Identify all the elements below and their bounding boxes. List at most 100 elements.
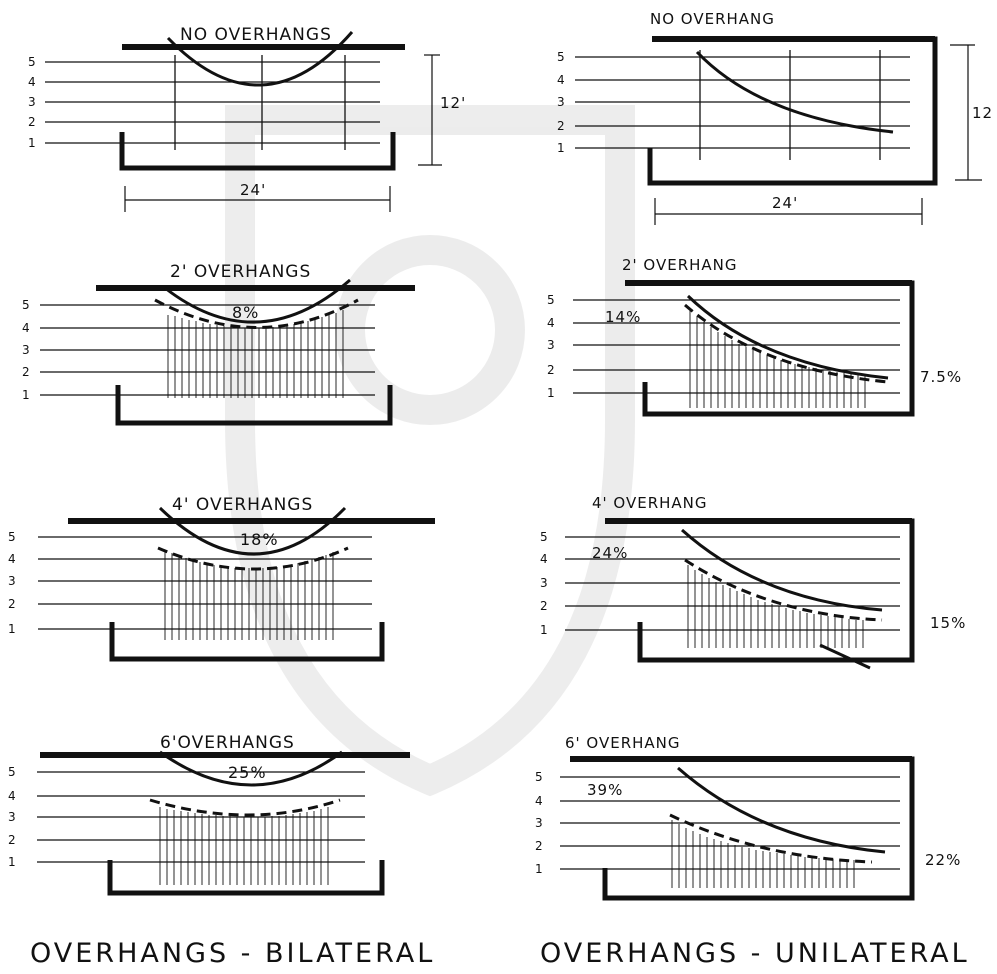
svg-text:4: 4 — [22, 321, 31, 335]
svg-text:4: 4 — [8, 552, 17, 566]
svg-text:1: 1 — [540, 623, 549, 637]
unilateral-panel-4ft: 4' OVERHANG 5 4 3 2 1 24% 15% — [540, 494, 966, 670]
svg-text:2: 2 — [557, 119, 566, 133]
shaded-arc — [684, 558, 883, 622]
unilateral-title-none: NO OVERHANG — [650, 10, 775, 28]
svg-text:4: 4 — [8, 789, 17, 803]
sun-arc — [159, 750, 343, 787]
svg-text:4: 4 — [540, 552, 549, 566]
sun-arc — [686, 294, 889, 380]
height-dimension — [950, 44, 982, 181]
bilateral-title-none: NO OVERHANGS — [180, 25, 332, 45]
svg-text:2: 2 — [535, 839, 544, 853]
svg-text:3: 3 — [28, 95, 37, 109]
unilateral-inner-percent-2ft: 14% — [605, 308, 641, 326]
shaded-arc — [154, 298, 359, 329]
bilateral-title-6ft: 6'OVERHANGS — [160, 733, 295, 753]
bilateral-panel-6ft: 6'OVERHANGS 5 4 3 2 1 25% — [8, 733, 410, 896]
sun-arc — [695, 50, 894, 134]
svg-text:1: 1 — [535, 862, 544, 876]
unilateral-panel-2ft: 2' OVERHANG 5 4 3 2 1 14% 7.5% — [547, 256, 962, 417]
svg-text:2: 2 — [22, 365, 31, 379]
unilateral-side-percent-4ft: 15% — [930, 614, 966, 632]
bilateral-title-2ft: 2' OVERHANGS — [170, 262, 311, 282]
svg-text:5: 5 — [540, 530, 549, 544]
ground-slope-line — [819, 643, 871, 670]
bilateral-title-4ft: 4' OVERHANGS — [172, 495, 313, 515]
shaded-arc — [669, 813, 873, 864]
caption-unilateral: OVERHANGS - UNILATERAL — [540, 938, 970, 969]
svg-text:4: 4 — [547, 316, 556, 330]
svg-text:1: 1 — [28, 136, 37, 150]
unilateral-inner-percent-6ft: 39% — [587, 781, 623, 799]
width-dimension — [654, 198, 923, 225]
shading-hatch — [159, 807, 329, 885]
floor-section — [119, 132, 396, 171]
level-labels: 5 4 3 2 1 — [540, 530, 549, 637]
shading-hatch — [689, 310, 866, 408]
floor-section — [109, 622, 385, 662]
unilateral-side-percent-2ft: 7.5% — [920, 368, 962, 386]
svg-text:1: 1 — [8, 855, 17, 869]
shading-hatch — [671, 820, 855, 888]
sun-arc — [677, 766, 886, 854]
level-labels: 5 4 3 2 1 — [535, 770, 544, 876]
svg-text:3: 3 — [8, 810, 17, 824]
svg-text:5: 5 — [8, 765, 17, 779]
level-lines — [573, 299, 900, 394]
svg-text:4: 4 — [535, 794, 544, 808]
level-lines — [45, 55, 380, 150]
width-dimension — [124, 186, 391, 212]
unilateral-panel-none: NO OVERHANG 5 4 3 2 1 12 — [557, 10, 992, 225]
room-outline — [570, 756, 915, 901]
bilateral-percent-6ft: 25% — [228, 763, 267, 782]
svg-text:3: 3 — [8, 574, 17, 588]
unilateral-title-4ft: 4' OVERHANG — [592, 494, 708, 512]
sun-arc — [166, 31, 354, 87]
level-labels: 5 4 3 2 1 — [8, 765, 17, 869]
width-label: 24' — [240, 181, 266, 199]
unilateral-title-2ft: 2' OVERHANG — [622, 256, 738, 274]
svg-text:1: 1 — [8, 622, 17, 636]
level-labels: 5 4 3 2 1 — [28, 55, 37, 150]
height-dimension — [418, 54, 442, 166]
level-lines — [37, 771, 365, 863]
caption-bilateral: OVERHANGS - BILATERAL — [30, 938, 435, 969]
level-lines — [575, 50, 910, 160]
svg-text:4: 4 — [28, 75, 37, 89]
unilateral-side-percent-6ft: 22% — [925, 851, 961, 869]
svg-text:3: 3 — [540, 576, 549, 590]
unilateral-panel-6ft: 6' OVERHANG 5 4 3 2 1 39% 22% — [535, 734, 961, 901]
svg-text:3: 3 — [557, 95, 566, 109]
sun-arc — [680, 528, 883, 612]
bilateral-percent-2ft: 8% — [232, 303, 259, 322]
shaded-arc — [684, 303, 889, 384]
level-labels: 5 4 3 2 1 — [547, 293, 556, 400]
svg-text:1: 1 — [22, 388, 31, 402]
svg-text:5: 5 — [22, 298, 31, 312]
watermark-emblem — [225, 105, 635, 797]
floor-section — [107, 860, 385, 896]
unilateral-title-6ft: 6' OVERHANG — [565, 734, 681, 752]
level-lines — [38, 536, 372, 630]
svg-text:2: 2 — [28, 115, 37, 129]
level-lines — [565, 536, 900, 631]
shading-hatch — [167, 310, 344, 398]
width-label: 24' — [772, 194, 798, 212]
bilateral-panel-2ft: 2' OVERHANGS 5 4 3 2 1 8% — [22, 262, 415, 426]
level-labels: 5 4 3 2 1 — [557, 50, 566, 155]
bilateral-percent-4ft: 18% — [240, 530, 279, 549]
shaded-arc — [157, 546, 349, 571]
svg-text:5: 5 — [535, 770, 544, 784]
svg-text:2: 2 — [540, 599, 549, 613]
svg-text:5: 5 — [28, 55, 37, 69]
svg-text:2: 2 — [8, 597, 17, 611]
bilateral-panel-none: NO OVERHANGS 5 4 3 2 1 12' — [28, 25, 465, 212]
svg-text:3: 3 — [22, 343, 31, 357]
room-outline — [605, 518, 915, 663]
svg-text:5: 5 — [557, 50, 566, 64]
level-labels: 5 4 3 2 1 — [22, 298, 31, 402]
svg-text:1: 1 — [547, 386, 556, 400]
floor-section — [115, 385, 393, 426]
